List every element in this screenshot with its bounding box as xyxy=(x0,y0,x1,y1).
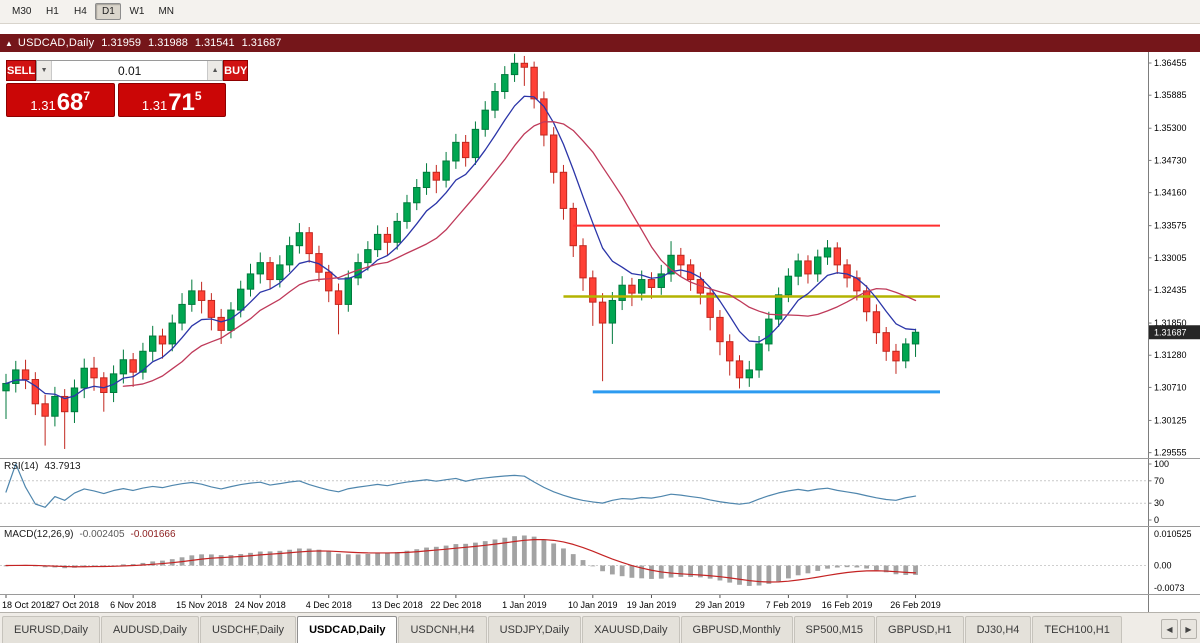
sell-price-pips: 68 xyxy=(56,88,84,116)
svg-text:1.31687: 1.31687 xyxy=(1154,328,1187,338)
lot-size-control: ▼ ▲ xyxy=(36,60,224,81)
timeframe-toolbar: M30 H1 H4 D1 W1 MN xyxy=(0,0,1200,24)
svg-text:10 Jan 2019: 10 Jan 2019 xyxy=(568,600,618,610)
svg-text:1.35885: 1.35885 xyxy=(1154,90,1187,100)
chart-open-value: 1.31959 xyxy=(101,37,142,49)
svg-text:1.34730: 1.34730 xyxy=(1154,155,1187,165)
buy-button[interactable]: BUY xyxy=(223,60,249,81)
tab-usdjpy-daily[interactable]: USDJPY,Daily xyxy=(487,616,582,643)
tab-usdchf-daily[interactable]: USDCHF,Daily xyxy=(199,616,297,643)
tab-dj30-h4[interactable]: DJ30,H4 xyxy=(964,616,1032,643)
macd-main-value: -0.002405 xyxy=(79,529,125,540)
macd-indicator-chart[interactable]: 0.010525 0.00 -0.0073 xyxy=(0,527,1200,594)
tab-eurusd-daily[interactable]: EURUSD,Daily xyxy=(2,616,100,643)
svg-text:-0.0073: -0.0073 xyxy=(1154,583,1185,593)
svg-text:1.35300: 1.35300 xyxy=(1154,123,1187,133)
svg-text:16 Feb 2019: 16 Feb 2019 xyxy=(822,600,873,610)
macd-signal-value: -0.001666 xyxy=(130,529,176,540)
svg-text:1.34160: 1.34160 xyxy=(1154,188,1187,198)
svg-text:1.36455: 1.36455 xyxy=(1154,58,1187,68)
svg-text:30: 30 xyxy=(1154,498,1164,508)
svg-text:13 Dec 2018: 13 Dec 2018 xyxy=(372,600,423,610)
svg-text:1.33575: 1.33575 xyxy=(1154,221,1187,231)
svg-text:0.010525: 0.010525 xyxy=(1154,529,1192,539)
svg-text:7 Feb 2019: 7 Feb 2019 xyxy=(766,600,812,610)
timeframe-button-w1[interactable]: W1 xyxy=(129,6,145,17)
buy-price-pips: 71 xyxy=(168,88,195,116)
svg-text:70: 70 xyxy=(1154,476,1164,486)
window-gap xyxy=(0,24,1200,34)
tab-gbpusd-monthly[interactable]: GBPUSD,Monthly xyxy=(680,616,793,643)
macd-pane: 0.010525 0.00 -0.0073 MACD(12,26,9) -0.002… xyxy=(0,526,1200,594)
chart-high-value: 1.31988 xyxy=(148,37,188,49)
svg-text:1.31850: 1.31850 xyxy=(1154,318,1187,328)
svg-text:1 Jan 2019: 1 Jan 2019 xyxy=(502,600,547,610)
main-chart-pane: 1.36455 1.35885 1.35300 1.34730 1.34160 1.335… xyxy=(0,52,1200,458)
svg-text:0: 0 xyxy=(1154,515,1159,525)
svg-text:18 Oct 2018: 18 Oct 2018 xyxy=(2,600,51,610)
lot-decrease-icon[interactable]: ▼ xyxy=(37,61,53,80)
candles-layer xyxy=(2,53,920,449)
tab-usdcnh-h4[interactable]: USDCNH,H4 xyxy=(398,616,487,643)
svg-text:19 Jan 2019: 19 Jan 2019 xyxy=(627,600,677,610)
svg-text:1.32435: 1.32435 xyxy=(1154,285,1187,295)
tab-tech100-h1[interactable]: TECH100,H1 xyxy=(1032,616,1122,643)
candlestick-chart[interactable]: 1.36455 1.35885 1.35300 1.34730 1.34160 1.335… xyxy=(0,52,1200,458)
svg-text:100: 100 xyxy=(1154,459,1169,469)
timeframe-button-h1[interactable]: H1 xyxy=(46,6,59,17)
rsi-pane: 100 70 30 0 RSI(14) 43.7913 xyxy=(0,458,1200,526)
tabs-scroll-right-button[interactable]: ▶ xyxy=(1180,619,1197,639)
chart-title-symbol: USDCAD,Daily xyxy=(17,37,95,49)
svg-text:6 Nov 2018: 6 Nov 2018 xyxy=(110,600,156,610)
timeframe-button-m30[interactable]: M30 xyxy=(12,6,32,17)
buy-price-display[interactable]: 1.31 71 5 xyxy=(117,83,226,117)
buy-price-base: 1.31 xyxy=(141,97,168,113)
chart-titlebar: ▲ USDCAD,Daily 1.31959 1.31988 1.31541 1… xyxy=(0,34,1200,52)
rsi-name: RSI(14) xyxy=(4,461,39,472)
timeframe-button-mn[interactable]: MN xyxy=(158,6,175,17)
timeframe-button-d1[interactable]: D1 xyxy=(95,3,122,20)
svg-text:15 Nov 2018: 15 Nov 2018 xyxy=(176,600,227,610)
svg-text:1.29555: 1.29555 xyxy=(1154,448,1187,458)
svg-text:4 Dec 2018: 4 Dec 2018 xyxy=(306,600,352,610)
tab-audusd-daily[interactable]: AUDUSD,Daily xyxy=(100,616,199,643)
lot-increase-icon[interactable]: ▲ xyxy=(207,61,223,80)
svg-text:26 Feb 2019: 26 Feb 2019 xyxy=(890,600,941,610)
svg-text:0.00: 0.00 xyxy=(1154,561,1172,571)
rsi-indicator-chart[interactable]: 100 70 30 0 xyxy=(0,459,1200,526)
svg-text:1.33005: 1.33005 xyxy=(1154,253,1187,263)
svg-text:1.31280: 1.31280 xyxy=(1154,350,1187,360)
rsi-label: RSI(14) 43.7913 xyxy=(4,461,81,472)
svg-text:1.30125: 1.30125 xyxy=(1154,415,1187,425)
svg-text:29 Jan 2019: 29 Jan 2019 xyxy=(695,600,745,610)
sell-price-display[interactable]: 1.31 68 7 xyxy=(6,83,115,117)
tabs-scroll-left-button[interactable]: ◀ xyxy=(1161,619,1178,639)
buy-price-point: 5 xyxy=(194,89,202,103)
tab-gbpusd-h1[interactable]: GBPUSD,H1 xyxy=(876,616,964,643)
macd-label: MACD(12,26,9) -0.002405 -0.001666 xyxy=(4,529,176,540)
sell-button[interactable]: SELL xyxy=(6,60,37,81)
rsi-value: 43.7913 xyxy=(44,461,81,472)
sell-price-point: 7 xyxy=(83,89,91,103)
chart-low-value: 1.31541 xyxy=(194,37,235,49)
svg-text:24 Nov 2018: 24 Nov 2018 xyxy=(235,600,286,610)
tab-sp500-m15[interactable]: SP500,M15 xyxy=(793,616,876,643)
svg-text:27 Oct 2018: 27 Oct 2018 xyxy=(50,600,99,610)
tab-usdcad-daily[interactable]: USDCAD,Daily xyxy=(297,616,398,643)
tab-xauusd-daily[interactable]: XAUUSD,Daily xyxy=(582,616,680,643)
time-axis[interactable]: 18 Oct 2018 27 Oct 2018 6 Nov 2018 15 Nov 2… xyxy=(0,594,1200,612)
lot-size-input[interactable] xyxy=(52,61,208,80)
chart-window-icon[interactable]: ▲ xyxy=(5,38,13,48)
macd-name: MACD(12,26,9) xyxy=(4,529,74,540)
chart-close-value: 1.31687 xyxy=(241,37,282,49)
timeframe-button-h4[interactable]: H4 xyxy=(74,6,87,17)
svg-text:1.30710: 1.30710 xyxy=(1154,382,1187,392)
sell-price-base: 1.31 xyxy=(30,97,56,113)
svg-text:22 Dec 2018: 22 Dec 2018 xyxy=(430,600,481,610)
chart-tabs: EURUSD,Daily AUDUSD,Daily USDCHF,Daily USDC… xyxy=(0,612,1200,643)
